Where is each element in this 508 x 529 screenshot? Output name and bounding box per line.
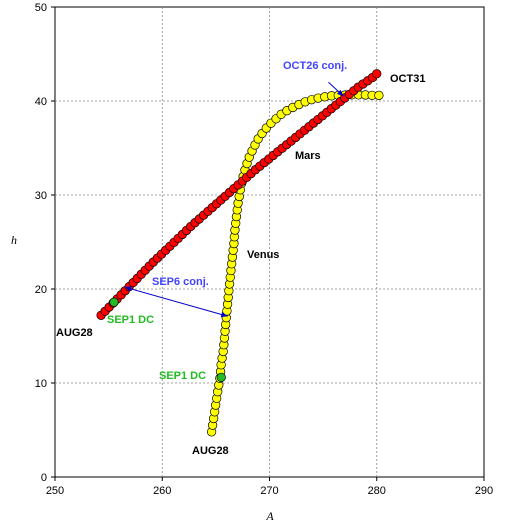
y-tick-label: 30 (35, 190, 47, 202)
mars-start-label: AUG28 (56, 327, 93, 339)
sep6-conj-arrow (124, 286, 228, 317)
mars-dc-label: SEP1 DC (107, 314, 154, 326)
oct26-conj-label: OCT26 conj. (283, 60, 347, 72)
mars-end-label: OCT31 (390, 73, 425, 85)
x-tick-label: 290 (475, 485, 493, 497)
plot-area (54, 6, 485, 478)
y-tick-label: 0 (41, 472, 47, 484)
y-tick-label: 10 (35, 378, 47, 390)
x-axis-label: A (265, 509, 274, 523)
y-tick-label: 20 (35, 284, 47, 296)
x-tick-label: 270 (260, 485, 278, 497)
mars-point (372, 69, 382, 79)
arrows (124, 81, 344, 318)
sep6-arrowhead-mars (124, 286, 132, 292)
oct26-arrowhead (336, 89, 344, 97)
venus-point (374, 90, 384, 101)
y-axis-label: h (11, 233, 17, 247)
ticks: 250 260 270 280 290 0 10 20 30 40 50 (35, 2, 493, 497)
venus-dc-point (216, 372, 226, 383)
y-tick-label: 50 (35, 2, 47, 14)
sep6-arrowhead-venus (220, 311, 228, 318)
sep6-conj-label: SEP6 conj. (152, 276, 209, 288)
x-tick-label: 250 (46, 485, 64, 497)
venus-label: Venus (247, 249, 279, 261)
venus-dc-label: SEP1 DC (159, 370, 206, 382)
grid (55, 7, 484, 477)
y-tick-label: 40 (35, 96, 47, 108)
mars-dc-point (109, 297, 119, 307)
venus-start-label: AUG28 (192, 445, 229, 457)
x-tick-label: 260 (153, 485, 171, 497)
mars-label: Mars (295, 150, 321, 162)
x-tick-label: 280 (368, 485, 386, 497)
